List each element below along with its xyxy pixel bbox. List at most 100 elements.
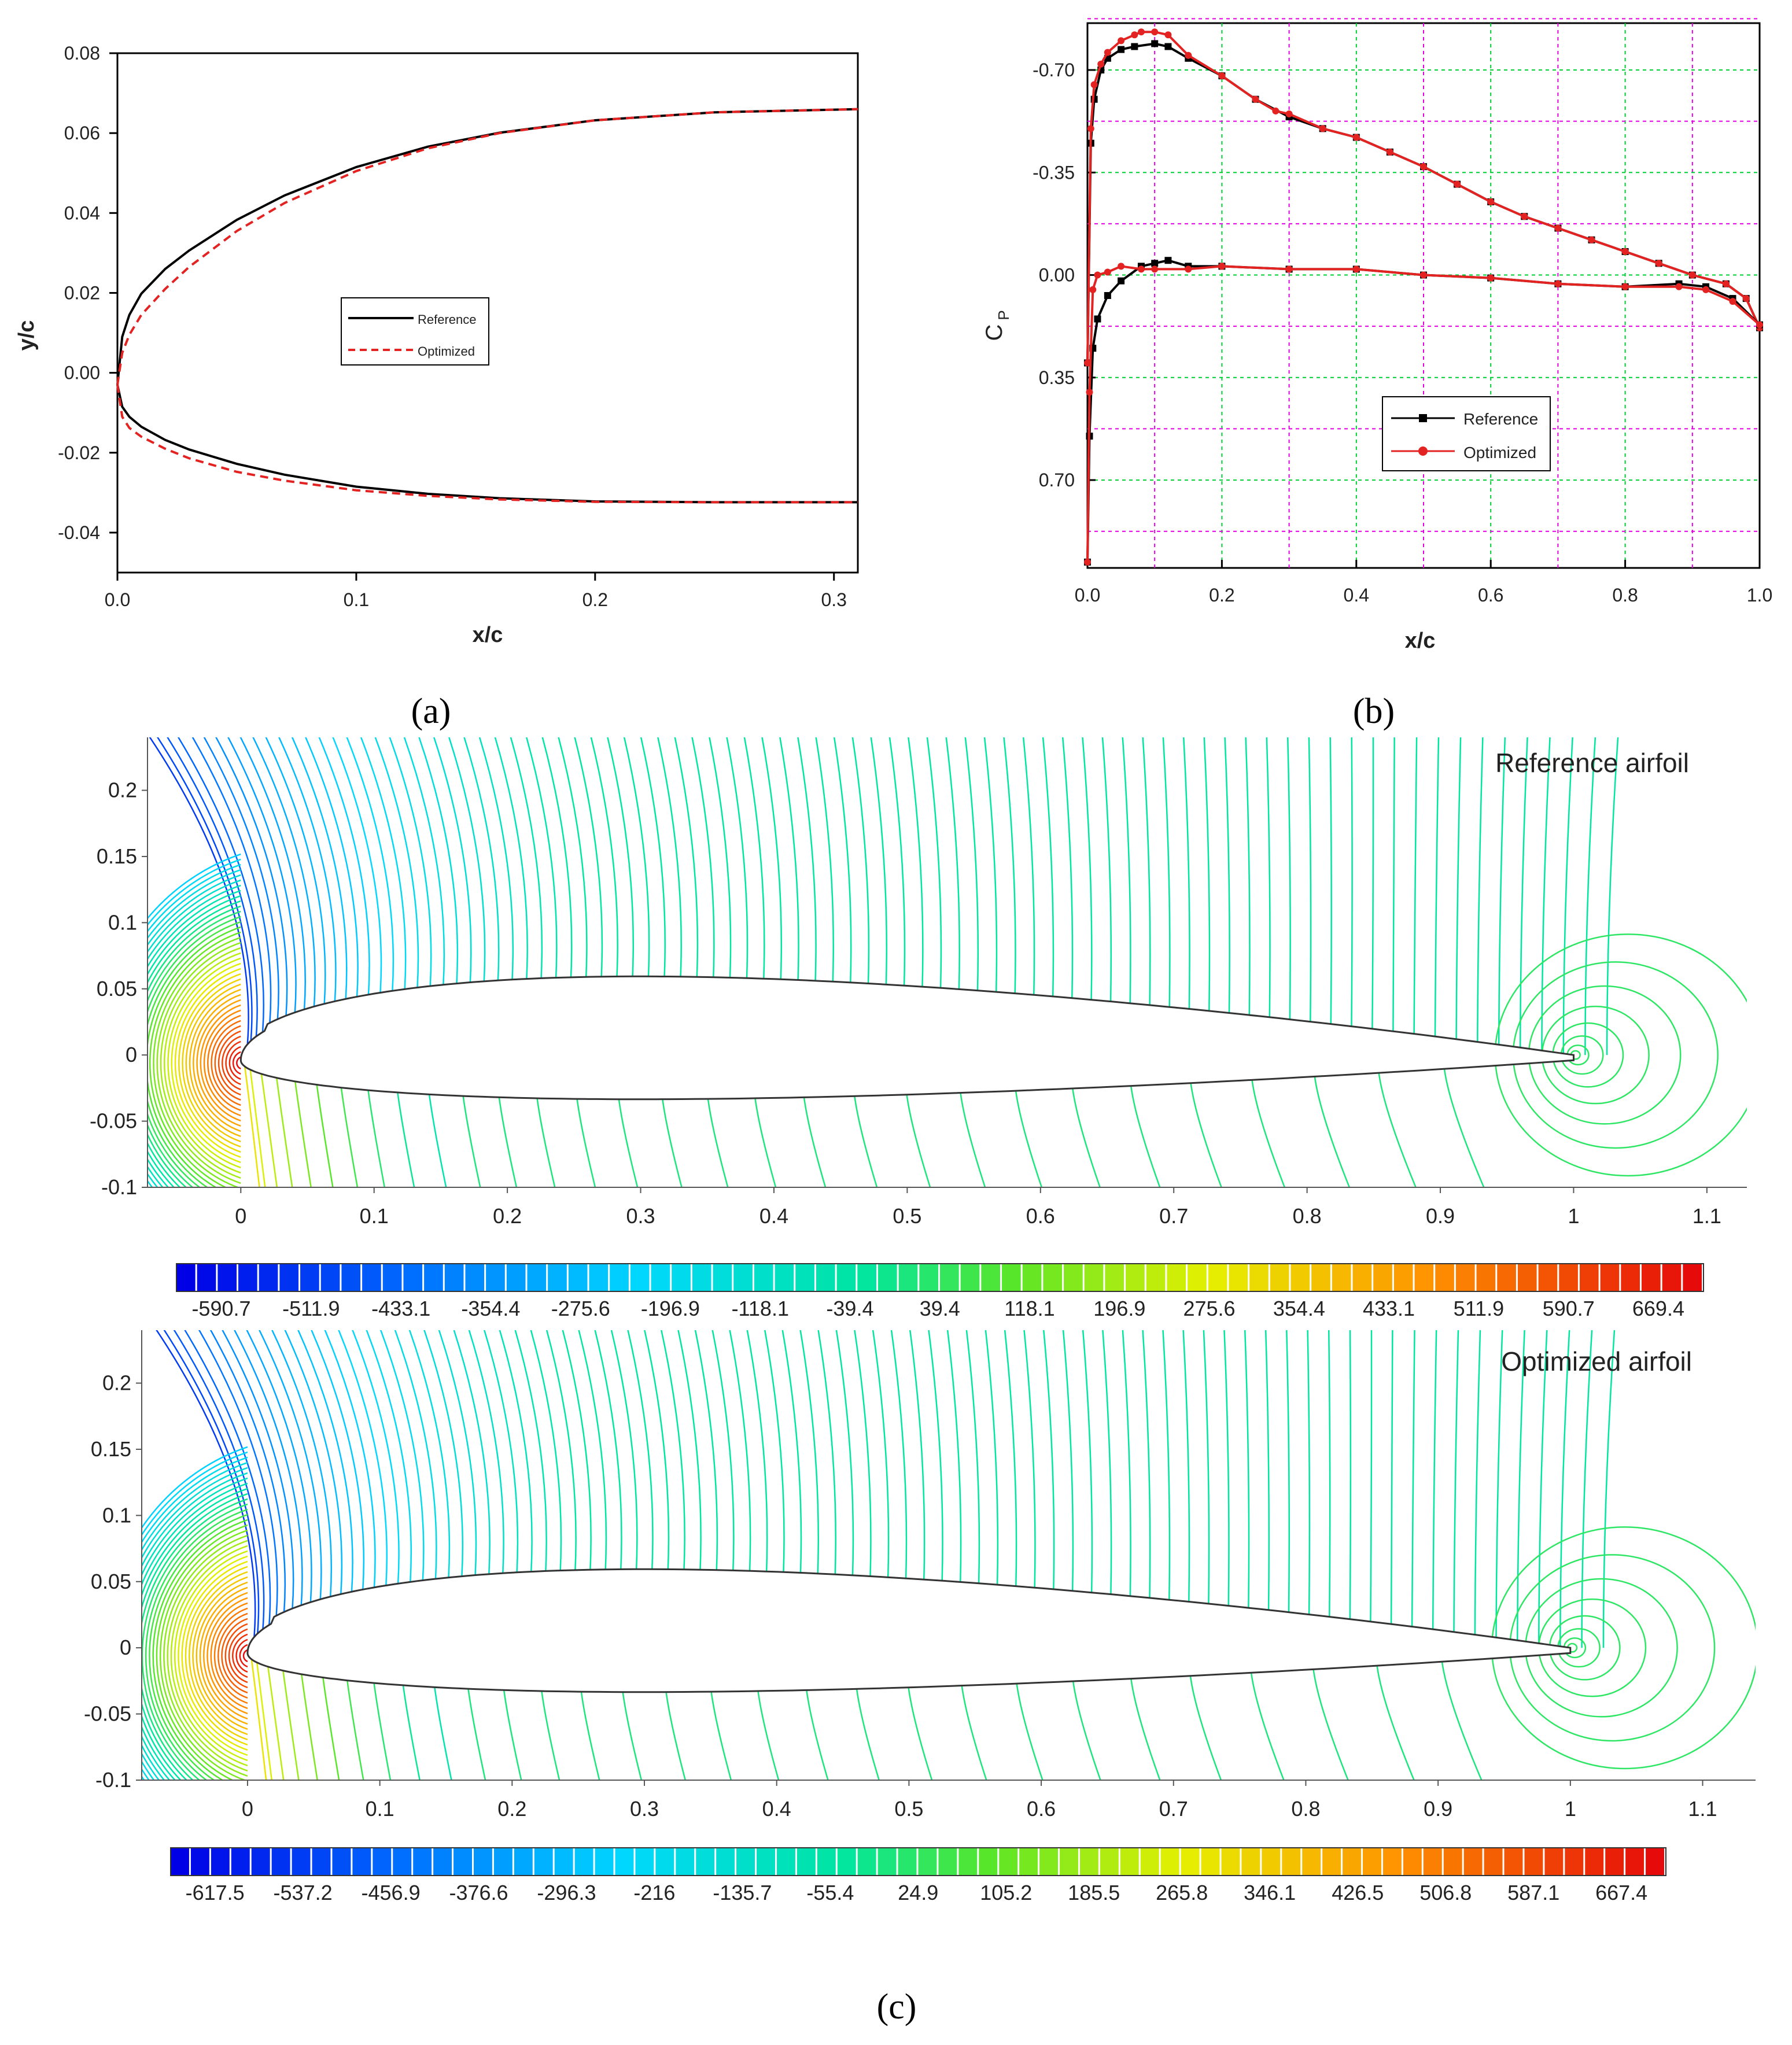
b-point-circle: [1118, 263, 1125, 270]
c-contour-line: [872, 1330, 890, 1578]
c-colorbar-swatch: [1538, 1264, 1558, 1291]
caption-c: (c): [877, 1987, 917, 2026]
c-colorbar-swatch: [960, 1264, 980, 1291]
b-point-circle: [1454, 180, 1461, 188]
c-colorbar-swatch: [635, 1848, 654, 1876]
c-front-contour: [145, 1508, 248, 1780]
c-xtick-label: 0.1: [360, 1204, 389, 1228]
c-front-contour: [178, 973, 241, 1153]
c-front-contour: [148, 926, 241, 1187]
c-contour-line: [1162, 1330, 1171, 1600]
b-point-circle: [1087, 125, 1094, 132]
c-contour-line: [271, 1330, 333, 1597]
c-front-contour: [200, 1004, 241, 1122]
c-colorbar-swatch: [696, 1848, 715, 1876]
c-colorbar-swatch: [797, 1848, 816, 1876]
c-front-contour: [148, 874, 241, 1187]
c-contour-line: [265, 737, 326, 1004]
legend-optimized-label: Optimized: [418, 344, 475, 359]
c-colorbar-label: -511.9: [282, 1297, 340, 1320]
c-contour-line: [674, 737, 699, 977]
c-colorbar-swatch: [795, 1264, 814, 1291]
c-contour-line: [1082, 1330, 1093, 1593]
c-ytick-label: -0.1: [101, 1175, 137, 1199]
c-colorbar-swatch: [1463, 1848, 1483, 1876]
c-front-contour: [188, 1571, 248, 1741]
c-contour-line: [167, 737, 258, 1037]
c-contour-line: [1183, 737, 1190, 1009]
c-colorbar-swatch: [1600, 1264, 1620, 1291]
panel-a-legend: Reference Optimized: [341, 297, 489, 366]
c-lower-contour: [346, 1680, 364, 1780]
c-xtick-label: 0.9: [1426, 1204, 1455, 1228]
c-contour-line: [1328, 1330, 1331, 1617]
c-colorbar-swatch: [352, 1848, 371, 1876]
c-contour-line: [1329, 737, 1332, 1024]
c-contour-line: [945, 737, 960, 990]
c-xtick-label: 0.2: [497, 1797, 526, 1821]
c-colorbar-swatch: [940, 1264, 959, 1291]
c-ytick-label: -0.05: [84, 1702, 131, 1726]
c-colorbar-label: 587.1: [1507, 1881, 1559, 1904]
b-point-circle: [1487, 198, 1495, 205]
c-front-contour: [167, 957, 241, 1169]
c-lower-contour: [854, 1096, 878, 1187]
c-contour-line: [711, 1330, 735, 1571]
c-contour-line: [1102, 1330, 1112, 1594]
c-colorbar-swatch: [1290, 1264, 1310, 1291]
c-contour-line: [1286, 1330, 1290, 1612]
c-colorbar-swatch: [1414, 1264, 1434, 1291]
b-xtick-label: 1.0: [1747, 585, 1772, 606]
c-contour-line: [640, 737, 666, 977]
c-lower-contour: [710, 1691, 732, 1780]
c-colorbar-swatch: [898, 1848, 917, 1876]
c-contour-line: [694, 1330, 718, 1570]
c-colorbar-swatch: [211, 1848, 230, 1876]
c-colorbar-swatch: [1544, 1848, 1564, 1876]
b-point-circle: [1386, 148, 1393, 156]
b-point-circle: [1104, 268, 1111, 276]
c-front-contour: [236, 1056, 241, 1070]
c-contour-line: [468, 1330, 504, 1574]
c-contour-line: [1517, 1330, 1525, 1641]
c-contour-line: [1244, 1330, 1250, 1608]
c-contour-line: [1434, 737, 1440, 1037]
c-contour-line: [590, 737, 618, 977]
b-point-circle: [1729, 298, 1736, 305]
c-colorbar-swatch: [1497, 1264, 1516, 1291]
c-contour-line: [1245, 737, 1251, 1016]
legend-b-reference-label: Reference: [1463, 410, 1538, 428]
c-contour-line: [149, 737, 249, 1044]
panel-c-reference-contour: 0 0.1 0.2 0.3 0.4 0.5 0.6 0.7 0.8 0.9 1 1.1 -0.1 -0.0…: [90, 737, 1747, 1320]
c-contour-line: [1162, 737, 1171, 1007]
c-xtick-label: 0.8: [1293, 1204, 1322, 1228]
panel-b-ylabel: C: [982, 324, 1007, 341]
c-contour-line: [817, 1330, 836, 1575]
panel-c1-title: Reference airfoil: [1495, 748, 1689, 778]
c-colorbar-swatch: [486, 1264, 505, 1291]
c-contour-line: [607, 737, 635, 977]
c-contour-line: [926, 737, 942, 988]
c-lower-contour: [580, 1691, 600, 1780]
c-ytick-label: 0.05: [91, 1570, 131, 1593]
c-front-contour: [148, 895, 241, 1187]
c-contour-line: [379, 1330, 425, 1581]
c-contour-line: [530, 1330, 562, 1571]
c-colorbar-swatch: [393, 1848, 412, 1876]
c-colorbar-swatch: [1249, 1264, 1269, 1291]
c-xtick-label: 0.7: [1159, 1797, 1188, 1821]
c-contour-line: [338, 1330, 388, 1586]
c-contour-line: [227, 737, 297, 1013]
c-colorbar-swatch: [1403, 1848, 1422, 1876]
c-contour-line: [418, 737, 459, 984]
b-point-circle: [1151, 28, 1159, 36]
c-colorbar-label: -590.7: [191, 1297, 250, 1320]
c-colorbar-swatch: [1565, 1848, 1584, 1876]
c-front-contour: [224, 1623, 248, 1689]
c-front-contour: [142, 1493, 248, 1780]
c-contour-line: [1003, 737, 1016, 994]
b-point-square: [1094, 315, 1101, 323]
c-front-contour: [203, 1592, 248, 1720]
a-ytick-label: 0.08: [64, 43, 100, 64]
